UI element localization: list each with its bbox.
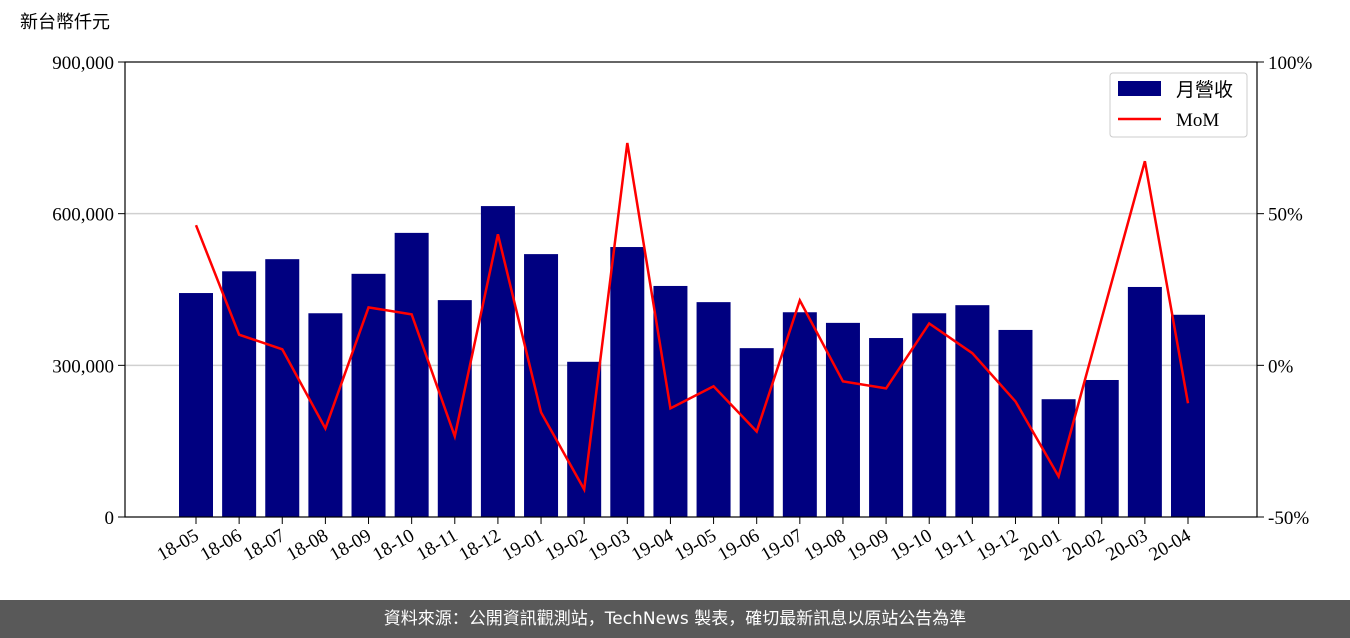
x-tick-label: 19-02: [542, 525, 591, 565]
x-tick-label: 19-08: [801, 525, 850, 565]
x-tick-label: 18-11: [413, 525, 461, 565]
bar: [610, 247, 645, 518]
x-tick-label: 18-05: [154, 525, 203, 565]
legend-swatch: [1118, 81, 1161, 96]
x-tick-label: 19-05: [671, 525, 720, 565]
x-tick-label: 18-10: [369, 525, 418, 565]
x-tick-label: 20-02: [1059, 525, 1108, 565]
chart: 新台幣仟元 0 300,000 600,000 900,000 -50% 0% 50% 100…: [20, 12, 1313, 566]
x-tick-label: 18-08: [283, 525, 332, 565]
bar: [480, 206, 515, 518]
y2-tick-label: 50%: [1268, 205, 1303, 226]
x-tick-label: 19-06: [714, 525, 763, 565]
bar: [524, 254, 559, 517]
legend-label: MoM: [1176, 110, 1219, 131]
y2-tick-label: -50%: [1268, 508, 1309, 529]
bar: [394, 232, 429, 517]
x-tick-label: 18-06: [197, 525, 246, 565]
y-tick-label: 600,000: [52, 205, 114, 226]
x-tick-label: 18-09: [326, 525, 375, 565]
plot-frame: [124, 61, 1258, 518]
x-tick-label: 19-03: [585, 525, 634, 565]
bar: [222, 271, 257, 517]
line: [194, 142, 1190, 494]
x-tick-label: 19-07: [757, 525, 806, 565]
x-tick-label: 20-01: [1016, 525, 1065, 565]
bar: [1084, 379, 1119, 517]
y2-tick-label: 0%: [1268, 356, 1294, 377]
x-tick-label: 19-12: [973, 525, 1022, 565]
y2-tick-label: 100%: [1268, 53, 1313, 74]
bar: [696, 302, 731, 517]
bar: [825, 322, 860, 517]
bar: [351, 273, 386, 517]
y-tick-label: 300,000: [52, 356, 114, 377]
footer: 資料來源：公開資訊觀測站，TechNews 製表，確切最新訊息以原站公告為準: [0, 600, 1350, 638]
x-tick-label: 19-11: [931, 525, 979, 565]
bar: [782, 312, 817, 517]
bar: [437, 300, 472, 517]
x-tick-label: 19-04: [628, 525, 677, 566]
x-tick-label: 20-04: [1146, 525, 1195, 566]
bar: [1171, 314, 1205, 517]
x-tick-label: 18-12: [456, 525, 505, 565]
x-tick-label: 19-01: [499, 525, 548, 565]
legend-label: 月營收: [1176, 79, 1233, 101]
bar: [308, 313, 343, 517]
y-axis-label: 新台幣仟元: [20, 12, 110, 33]
x-tick-label: 18-07: [240, 525, 289, 565]
bar: [912, 313, 947, 517]
bar: [869, 338, 904, 517]
bar: [179, 293, 213, 517]
bar: [265, 259, 300, 517]
bar: [955, 305, 990, 517]
x-tick-label: 20-03: [1102, 525, 1151, 565]
x-tick-label: 19-09: [844, 525, 893, 565]
bar: [1127, 286, 1162, 517]
y-tick-label: 900,000: [52, 53, 114, 74]
x-tick-label: 19-10: [887, 525, 936, 565]
y-tick-label: 0: [105, 508, 115, 529]
